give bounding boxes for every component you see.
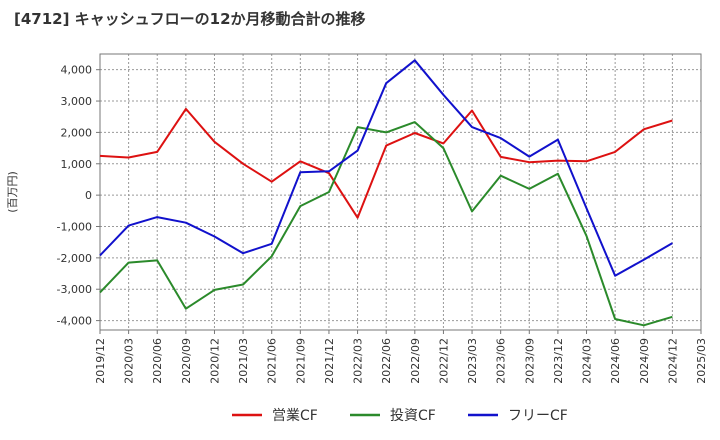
x-tick-label: 2021/06 — [266, 338, 279, 384]
chart-title: [4712] キャッシュフローの12か月移動合計の推移 — [14, 10, 366, 28]
x-tick-label: 2024/03 — [581, 338, 594, 384]
x-tick-label: 2019/12 — [94, 338, 107, 384]
x-tick-label: 2023/09 — [523, 338, 536, 384]
x-tick-label: 2024/09 — [638, 338, 651, 384]
legend-label-2: 投資CF — [390, 408, 436, 424]
y-tick-label: -2,000 — [57, 252, 92, 265]
x-tick-label: 2020/12 — [208, 338, 221, 384]
y-axis: 4,000 3,000 2,000 1,000 0 -1,000 -2,000 -3,000 -… — [57, 64, 100, 328]
legend-label-1: 営業CF — [272, 408, 318, 424]
x-tick-label: 2021/12 — [323, 338, 336, 384]
series-line-3 — [99, 59, 673, 277]
y-tick-label: 0 — [85, 189, 92, 202]
x-tick-label: 2020/06 — [151, 338, 164, 384]
legend: 営業CF 投資CF フリーCF — [232, 408, 568, 424]
series-layer — [99, 59, 673, 327]
x-tick-label: 2023/12 — [552, 338, 565, 384]
y-tick-label: -4,000 — [57, 315, 92, 328]
y-tick-label: 3,000 — [61, 95, 93, 108]
x-tick-label: 2024/06 — [609, 338, 622, 384]
x-tick-label: 2020/03 — [123, 338, 136, 384]
grid-layer — [100, 54, 701, 330]
y-axis-title: (百万円) — [6, 171, 19, 213]
y-tick-label: 4,000 — [61, 64, 93, 77]
x-tick-label: 2021/03 — [237, 338, 250, 384]
x-tick-label: 2022/09 — [409, 338, 422, 384]
series-line-2 — [99, 121, 673, 327]
x-tick-label: 2023/03 — [466, 338, 479, 384]
plot-frame — [99, 53, 702, 331]
x-tick-label: 2025/03 — [695, 338, 708, 384]
x-tick-label: 2022/12 — [437, 338, 450, 384]
x-axis: 2019/12 2020/03 2020/06 2020/09 2020/12 2021/… — [94, 330, 708, 384]
x-tick-label: 2021/09 — [294, 338, 307, 384]
x-tick-label: 2024/12 — [666, 338, 679, 384]
x-tick-label: 2023/06 — [495, 338, 508, 384]
x-tick-label: 2022/03 — [352, 338, 365, 384]
y-tick-label: 1,000 — [61, 158, 93, 171]
y-tick-label: 2,000 — [61, 126, 93, 139]
x-tick-label: 2020/09 — [180, 338, 193, 384]
legend-label-3: フリーCF — [508, 408, 568, 424]
x-tick-label: 2022/06 — [380, 338, 393, 384]
y-tick-label: -1,000 — [57, 221, 92, 234]
y-tick-label: -3,000 — [57, 283, 92, 296]
series-line-1 — [99, 107, 673, 219]
